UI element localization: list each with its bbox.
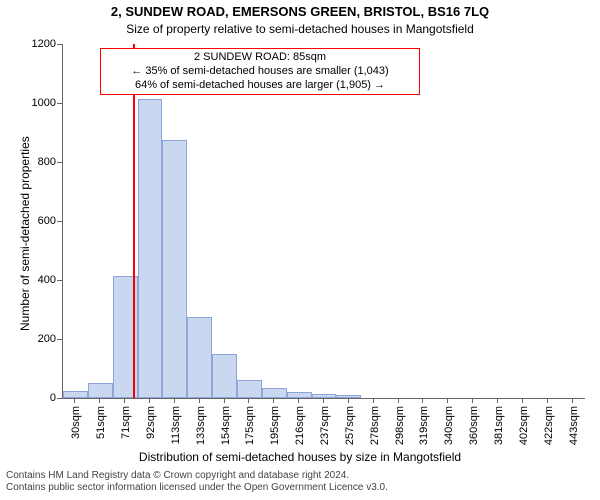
x-tick-mark [522,398,523,403]
histogram-bar [138,99,163,398]
x-axis-label: Distribution of semi-detached houses by … [0,450,600,464]
y-tick-mark [57,162,62,163]
x-tick-label: 216sqm [294,406,306,445]
x-tick-mark [74,398,75,403]
x-tick-label: 133sqm [195,406,207,445]
annotation-line: 2 SUNDEW ROAD: 85sqm [105,51,415,65]
chart-title-subtitle: Size of property relative to semi-detach… [0,22,600,36]
histogram-bar [187,317,212,398]
x-tick-label: 319sqm [418,406,430,445]
footer-line: Contains HM Land Registry data © Crown c… [6,470,388,482]
x-tick-mark [149,398,150,403]
x-tick-mark [348,398,349,403]
y-tick-label: 1200 [26,38,56,50]
x-tick-mark [224,398,225,403]
x-tick-label: 113sqm [170,406,182,444]
y-tick-mark [57,398,62,399]
x-tick-label: 30sqm [70,406,82,439]
y-tick-label: 800 [26,156,56,168]
x-tick-label: 381sqm [493,406,505,445]
x-tick-label: 257sqm [344,406,356,445]
x-tick-label: 195sqm [269,406,281,445]
x-tick-mark [422,398,423,403]
histogram-bar [162,140,187,398]
x-tick-label: 175sqm [244,406,256,445]
x-tick-mark [572,398,573,403]
x-tick-label: 340sqm [443,406,455,445]
histogram-bar [88,383,113,398]
x-tick-label: 278sqm [369,406,381,445]
y-tick-label: 600 [26,215,56,227]
x-tick-mark [497,398,498,403]
annotation-line: ← 35% of semi-detached houses are smalle… [105,65,415,79]
x-tick-label: 71sqm [120,406,132,439]
y-tick-mark [57,103,62,104]
x-tick-mark [99,398,100,403]
x-tick-mark [547,398,548,403]
histogram-bar [336,395,361,398]
annotation-box: 2 SUNDEW ROAD: 85sqm ← 35% of semi-detac… [100,48,420,95]
y-tick-mark [57,44,62,45]
chart-title-address: 2, SUNDEW ROAD, EMERSONS GREEN, BRISTOL,… [0,4,600,19]
y-tick-mark [57,339,62,340]
plot-area [62,44,585,399]
histogram-bar [262,388,287,398]
x-tick-mark [273,398,274,403]
x-tick-mark [373,398,374,403]
x-tick-mark [248,398,249,403]
x-tick-label: 402sqm [518,406,530,445]
x-tick-mark [174,398,175,403]
x-tick-mark [472,398,473,403]
x-tick-mark [398,398,399,403]
x-tick-label: 298sqm [394,406,406,445]
y-tick-label: 400 [26,274,56,286]
x-tick-mark [298,398,299,403]
y-tick-label: 200 [26,333,56,345]
histogram-bar [63,391,88,398]
x-tick-label: 154sqm [220,406,232,445]
annotation-line: 64% of semi-detached houses are larger (… [105,79,415,93]
x-tick-mark [124,398,125,403]
x-tick-label: 92sqm [145,406,157,439]
x-tick-label: 237sqm [319,406,331,445]
histogram-bar [212,354,237,398]
y-tick-label: 1000 [26,97,56,109]
footer-attribution: Contains HM Land Registry data © Crown c… [6,470,388,494]
x-tick-mark [199,398,200,403]
footer-line: Contains public sector information licen… [6,482,388,494]
x-tick-mark [323,398,324,403]
x-tick-label: 422sqm [543,406,555,445]
x-tick-label: 360sqm [468,406,480,445]
x-tick-label: 51sqm [95,406,107,439]
chart-container: 2, SUNDEW ROAD, EMERSONS GREEN, BRISTOL,… [0,0,600,500]
y-tick-label: 0 [26,392,56,404]
histogram-bar [237,380,262,398]
reference-line [133,44,135,398]
x-tick-mark [447,398,448,403]
x-tick-label: 443sqm [568,406,580,445]
y-tick-mark [57,221,62,222]
y-tick-mark [57,280,62,281]
